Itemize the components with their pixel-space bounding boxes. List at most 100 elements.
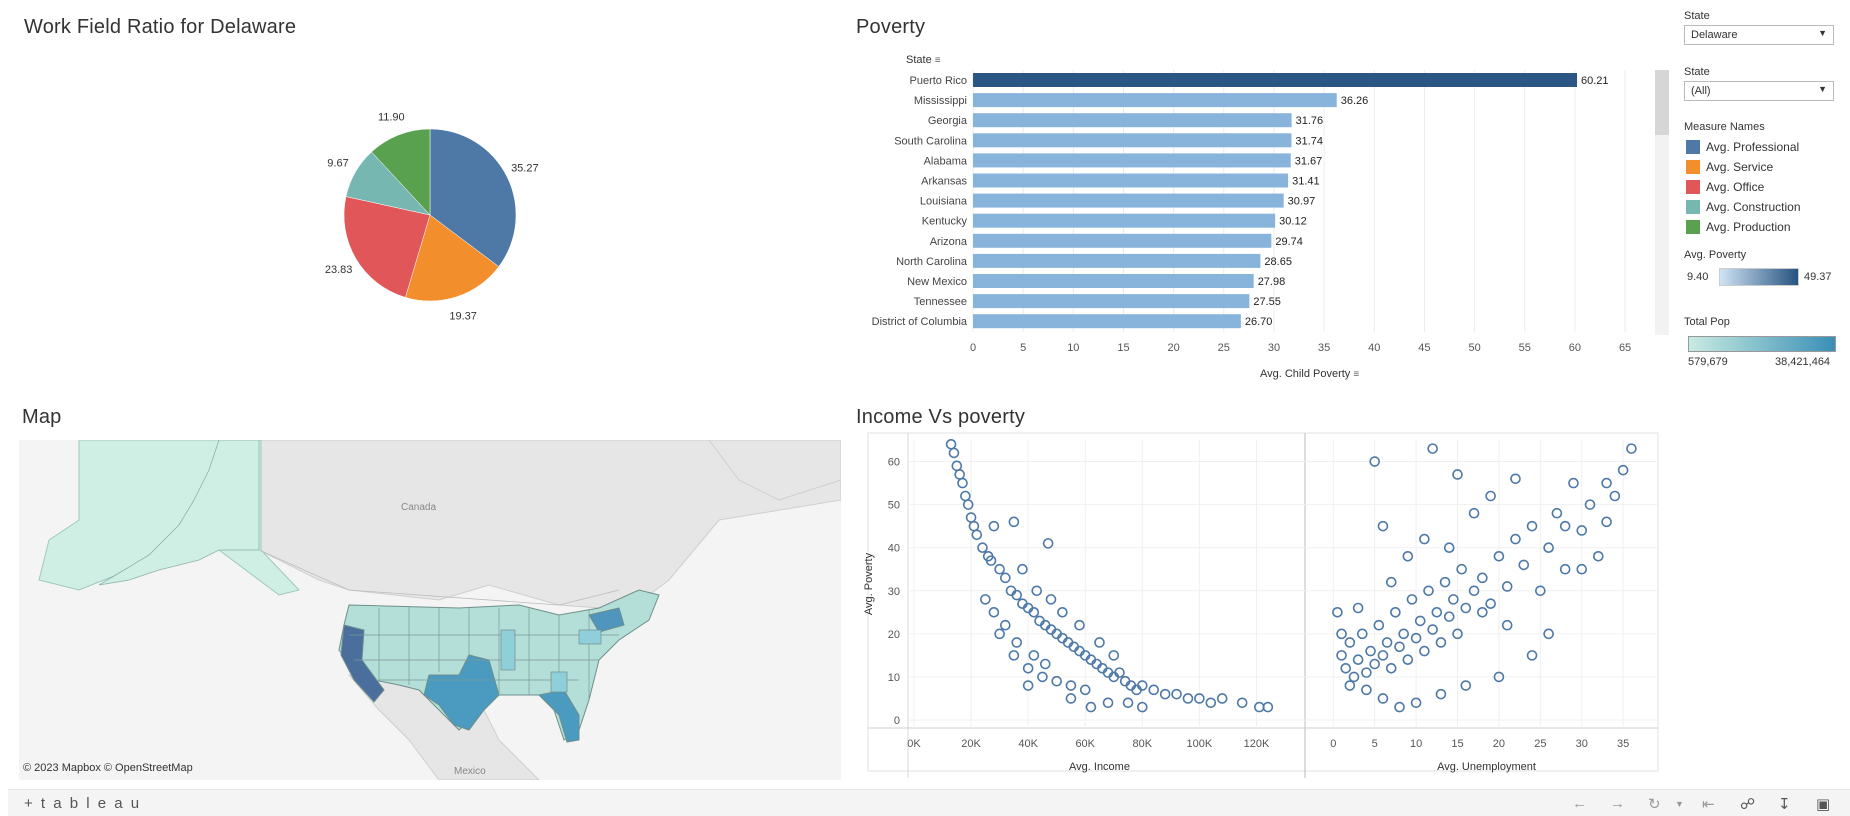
row-header-state[interactable]: State ≡ xyxy=(906,54,941,66)
chevron-down-icon: ▼ xyxy=(1818,84,1827,94)
total-pop-legend-min: 579,679 xyxy=(1688,356,1728,368)
scatter-x-axis-title: Avg. Income xyxy=(1069,761,1130,773)
scatter-point xyxy=(1485,490,1496,502)
pie-chart[interactable]: 35.27 19.37 23.83 9.67 11.90 xyxy=(0,0,850,390)
bar xyxy=(973,73,1578,87)
scatter-point xyxy=(1617,464,1629,476)
scatter-x-tick-label: 0 xyxy=(1330,738,1336,750)
bar-x-tick-label: 0 xyxy=(970,342,976,354)
bar-category-label: District of Columbia xyxy=(872,316,968,328)
scatter-point xyxy=(1262,701,1274,713)
scatter-point xyxy=(1468,585,1480,597)
bar-axis-title: Avg. Child Poverty ≡ xyxy=(1260,368,1359,380)
state-filter-1-dropdown[interactable]: Delaware ▼ xyxy=(1684,25,1834,45)
scatter-point xyxy=(1576,563,1588,575)
bar-chart-panel: Poverty State ≡ 0 5 10 15 20 25 30 35 40 45 50 55 60… xyxy=(850,0,1680,390)
map-label-canada: Canada xyxy=(401,502,437,513)
scatter-point xyxy=(1485,598,1496,609)
share-icon[interactable]: ☍ xyxy=(1740,796,1756,813)
download-icon[interactable]: ↧ xyxy=(1778,796,1791,813)
scatter-point xyxy=(1194,693,1205,704)
tableau-logo[interactable]: + t a b l e a u xyxy=(24,795,142,812)
scatter-point xyxy=(1065,693,1077,704)
pie-slice-label: 11.90 xyxy=(378,111,405,123)
legend-item[interactable]: Avg. Service xyxy=(1686,160,1773,174)
scatter-point xyxy=(1452,628,1463,640)
scatter-point xyxy=(1460,602,1472,614)
bar-category-label: New Mexico xyxy=(907,276,967,288)
fullscreen-icon[interactable]: ▣ xyxy=(1816,796,1831,813)
map-attribution[interactable]: © 2023 Mapbox © OpenStreetMap xyxy=(23,762,193,774)
axis-sort-icon[interactable]: ≡ xyxy=(1353,369,1360,380)
scatter-point xyxy=(1493,671,1505,683)
scatter-point xyxy=(1074,619,1085,631)
pie-slice-label: 19.37 xyxy=(449,311,477,323)
scatter-point xyxy=(1501,581,1513,592)
bar-x-tick-label: 55 xyxy=(1519,342,1531,354)
scatter-point xyxy=(1028,650,1040,661)
chevron-down-icon: ▼ xyxy=(1818,28,1827,38)
sort-icon[interactable]: ≡ xyxy=(934,55,941,66)
scatter-point xyxy=(985,555,997,566)
scatter-x-tick-label: 10 xyxy=(1410,738,1422,750)
bar-chart[interactable]: 0 5 10 15 20 25 30 35 40 45 50 55 60 65 Puerto Rico 60.… xyxy=(850,0,1680,390)
scatter-point xyxy=(994,628,1005,640)
scatter-point xyxy=(1065,680,1077,691)
scatter-point xyxy=(1381,637,1393,648)
scatter-point xyxy=(1114,667,1125,678)
scatter-point xyxy=(1336,628,1347,640)
scatter-x-tick-label: 35 xyxy=(1617,738,1629,750)
redo-icon[interactable]: → xyxy=(1610,795,1625,812)
pie-slice-label: 9.67 xyxy=(327,157,348,169)
bar-x-tick-label: 25 xyxy=(1218,342,1230,354)
bar-category-label: South Carolina xyxy=(894,135,968,147)
legend-item[interactable]: Avg. Office xyxy=(1686,180,1764,194)
bar-x-tick-label: 45 xyxy=(1418,342,1430,354)
scatter-point xyxy=(1468,507,1480,519)
legend-item[interactable]: Avg. Professional xyxy=(1686,140,1799,154)
scatter-point xyxy=(1057,607,1068,618)
map-view[interactable]: Canada Mexico © 2023 Mapbox © OpenStreet… xyxy=(19,440,841,780)
bar-category-label: Puerto Rico xyxy=(910,75,967,87)
scatter-point xyxy=(1361,684,1372,696)
bar-x-tick-label: 50 xyxy=(1468,342,1480,354)
bar xyxy=(973,173,1289,188)
map-canvas[interactable] xyxy=(19,440,841,780)
legend-label: Avg. Service xyxy=(1706,160,1774,174)
scatter-point xyxy=(1031,585,1043,597)
scatter-point xyxy=(1028,607,1040,618)
scatter-point xyxy=(1352,654,1364,665)
scatter-point xyxy=(1593,551,1604,562)
bar-scrollbar-thumb[interactable] xyxy=(1655,70,1669,135)
bar xyxy=(973,133,1292,148)
scatter-x-tick-label: 120K xyxy=(1244,738,1270,750)
bar-x-tick-label: 10 xyxy=(1067,342,1079,354)
scatter-point xyxy=(1037,671,1048,683)
legend-label: Avg. Production xyxy=(1706,220,1791,234)
revert-all-icon[interactable]: ⇤ xyxy=(1702,796,1715,813)
revert-dropdown-icon[interactable]: ▼ xyxy=(1675,799,1684,809)
measure-names-legend: Avg. Professional Avg. Service Avg. Office… xyxy=(1686,140,1846,240)
total-pop-color-ramp xyxy=(1688,336,1836,352)
bar-scrollbar[interactable] xyxy=(1655,70,1669,335)
bar xyxy=(973,93,1337,108)
legend-item[interactable]: Avg. Production xyxy=(1686,220,1791,234)
scatter-point xyxy=(1348,671,1360,683)
legend-item[interactable]: Avg. Construction xyxy=(1686,200,1801,214)
state-filter-2-dropdown[interactable]: (All) ▼ xyxy=(1684,81,1834,101)
bar-category-label: North Carolina xyxy=(896,256,968,268)
bar-category-label: Tennessee xyxy=(914,296,967,308)
undo-icon[interactable]: ← xyxy=(1572,795,1587,812)
scatter-point xyxy=(1340,663,1352,674)
pie-chart-title: Work Field Ratio for Delaware xyxy=(24,16,297,38)
scatter-point xyxy=(1336,650,1347,661)
bar-x-tick-label: 65 xyxy=(1619,342,1631,354)
state-filter-2-value: (All) xyxy=(1691,85,1711,97)
scatter-point xyxy=(1122,697,1134,709)
scatter-point xyxy=(977,542,988,553)
scatter-point xyxy=(980,594,991,605)
scatter-point xyxy=(1601,516,1612,528)
revert-icon[interactable]: ↻ xyxy=(1648,796,1661,813)
scatter-x-tick-label: 40K xyxy=(1018,738,1038,750)
